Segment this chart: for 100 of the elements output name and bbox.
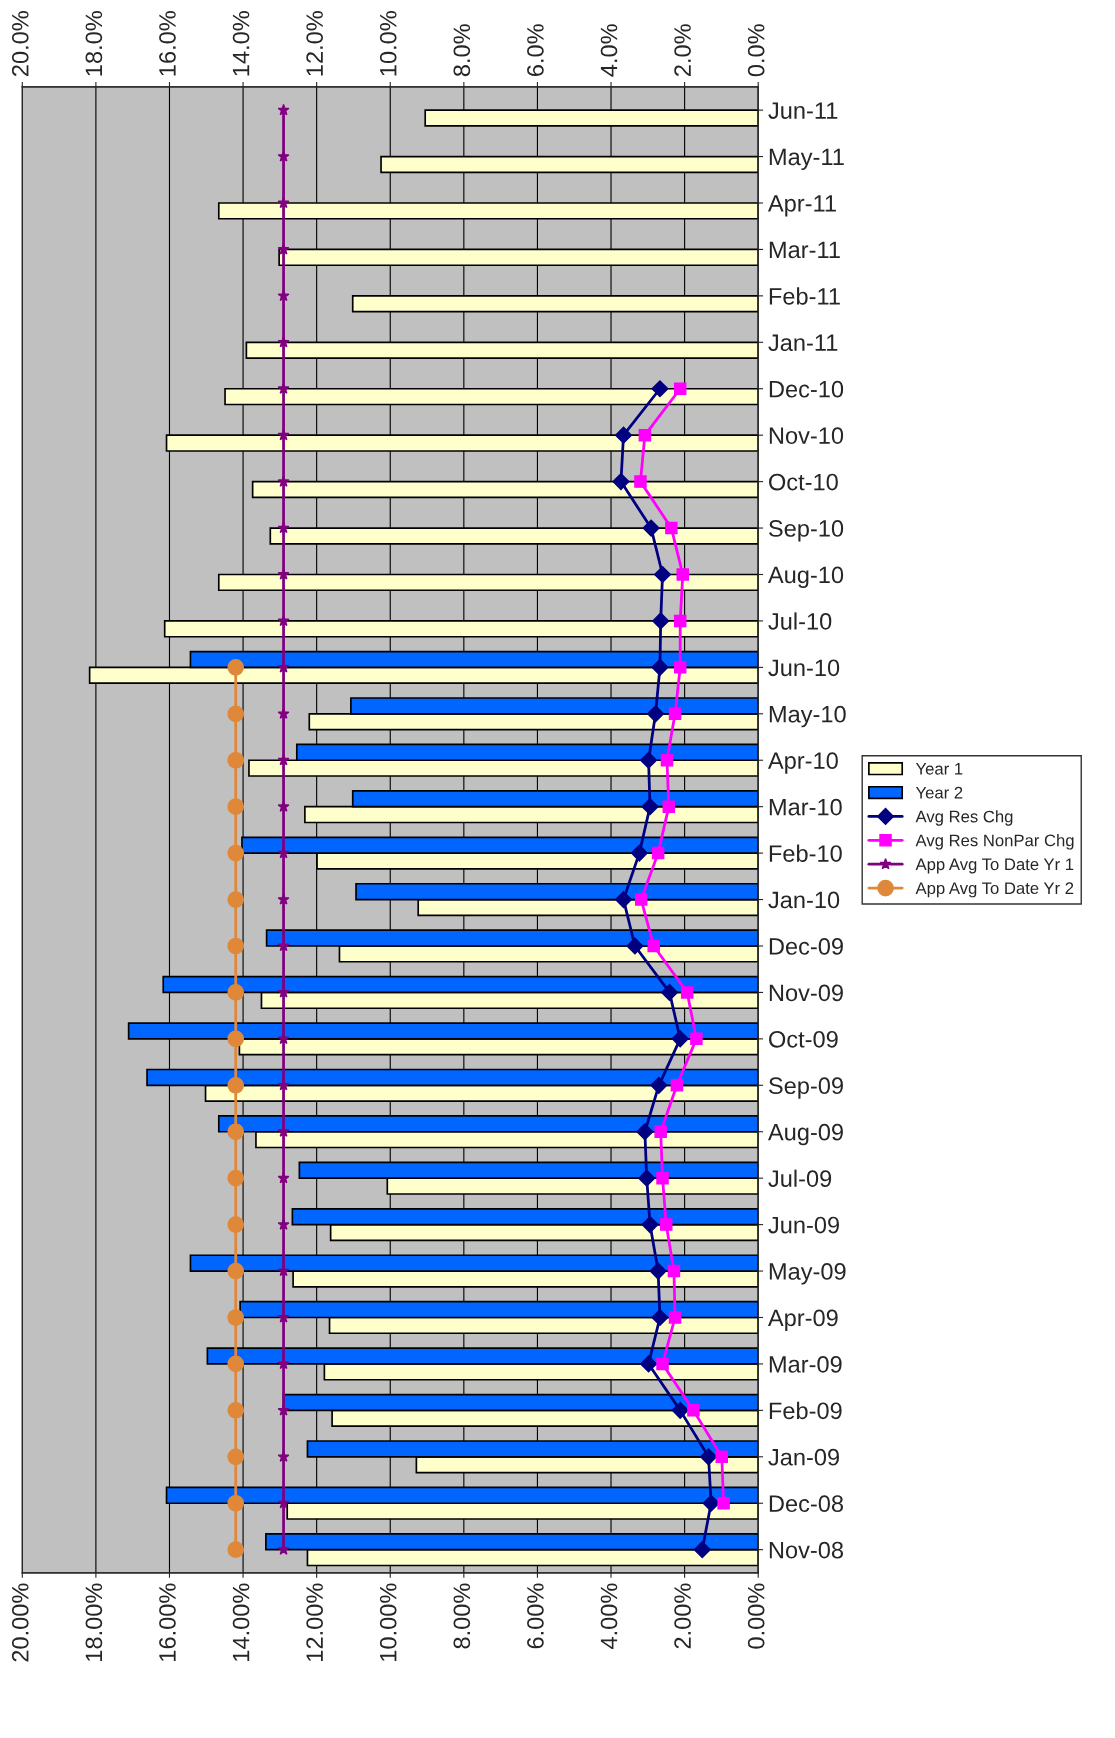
point <box>227 1262 245 1280</box>
point <box>227 705 245 723</box>
point <box>717 1496 730 1510</box>
point <box>227 1355 245 1373</box>
point <box>702 1494 720 1512</box>
point <box>651 846 665 860</box>
x-tick-label: 14.00% <box>232 1583 250 1661</box>
point <box>656 1357 669 1371</box>
point <box>687 1404 700 1417</box>
point <box>277 893 290 905</box>
point <box>277 243 290 255</box>
x2-tick-label: 12.0% <box>306 11 323 76</box>
point <box>277 568 290 580</box>
point <box>642 519 660 537</box>
point <box>227 1216 245 1233</box>
point <box>647 939 660 953</box>
point <box>673 382 687 395</box>
x2-tick-label: 20.0% <box>11 11 29 76</box>
point <box>671 1401 689 1419</box>
point <box>277 1125 290 1137</box>
point <box>660 753 674 767</box>
y-tick-label: Jan-10 <box>768 891 840 909</box>
point <box>277 1218 290 1230</box>
point <box>665 521 678 535</box>
point <box>660 983 679 1001</box>
y-tick-label: Mar-10 <box>769 798 842 816</box>
point <box>227 1541 245 1559</box>
legend-label: App Avg To Date Yr 1 <box>915 858 1074 874</box>
point <box>662 800 676 813</box>
point <box>668 1311 682 1324</box>
y-tick-label: Jun-09 <box>768 1216 839 1234</box>
point <box>277 1543 290 1555</box>
y-tick-label: Dec-10 <box>769 380 844 398</box>
x2-tick-label: 2.0% <box>674 24 691 76</box>
point <box>277 707 290 719</box>
y-tick-label: Feb-11 <box>769 287 840 305</box>
point <box>667 1264 681 1278</box>
point <box>227 937 245 955</box>
point <box>277 1404 290 1416</box>
x-tick-label: 4.00% <box>600 1583 618 1650</box>
point <box>654 1125 667 1138</box>
y-tick-label: Apr-10 <box>767 752 838 774</box>
point <box>277 150 290 162</box>
point <box>653 565 672 584</box>
y-tick-label: Dec-08 <box>769 1495 844 1513</box>
x-tick-label: 10.00% <box>379 1583 397 1661</box>
point <box>277 800 290 812</box>
point <box>670 1079 684 1092</box>
point <box>626 937 644 955</box>
point <box>680 986 694 999</box>
point <box>690 1032 703 1046</box>
x2-tick-label: 10.0% <box>379 11 397 76</box>
x-tick-label: 6.00% <box>527 1583 544 1649</box>
y-tick-label: May-10 <box>769 705 846 728</box>
point <box>650 1076 668 1094</box>
point <box>630 844 648 862</box>
y-tick-label: Aug-09 <box>767 1123 843 1146</box>
point <box>639 751 658 769</box>
point <box>652 612 670 630</box>
y-tick-label: Feb-09 <box>769 1401 842 1420</box>
point <box>227 1030 245 1048</box>
y-tick-label: Feb-10 <box>769 844 842 862</box>
point <box>227 798 245 816</box>
point <box>277 661 290 673</box>
point <box>651 1308 669 1327</box>
point <box>227 984 245 1001</box>
point <box>227 659 245 676</box>
y-tick-label: Mar-11 <box>769 241 840 259</box>
point <box>651 658 669 676</box>
point <box>656 1171 669 1185</box>
x2-tick-label: 8.0% <box>453 24 471 77</box>
y-tick-label: Nov-08 <box>769 1541 844 1559</box>
point <box>638 1169 656 1187</box>
point <box>277 382 290 394</box>
point <box>227 751 245 769</box>
legend-label: Avg Res NonPar Chg <box>915 834 1074 850</box>
y-tick-label: May-09 <box>769 1263 846 1285</box>
y-tick-label: Dec-09 <box>769 938 843 955</box>
y-tick-label: Jul-10 <box>768 612 832 630</box>
y-tick-label: Oct-09 <box>769 1030 838 1048</box>
point <box>227 1309 245 1326</box>
point <box>639 1355 658 1373</box>
x-tick-label: 2.00% <box>674 1583 691 1649</box>
point <box>227 891 245 908</box>
point <box>715 1450 729 1464</box>
x2-tick-label: 6.0% <box>527 24 544 76</box>
y-tick-label: Aug-10 <box>767 566 844 588</box>
x-tick-label: 16.00% <box>159 1583 176 1661</box>
point <box>634 475 647 488</box>
point <box>277 1311 290 1323</box>
point <box>277 336 290 348</box>
y-tick-label: Nov-10 <box>769 427 844 444</box>
point <box>671 1030 689 1048</box>
point <box>659 1218 673 1231</box>
y-tick-label: Sep-10 <box>769 520 844 542</box>
legend-label: Year 1 <box>915 763 963 775</box>
point <box>277 986 290 998</box>
point <box>227 844 245 862</box>
y-tick-label: Sep-09 <box>769 1077 843 1099</box>
y-tick-label: Jun-10 <box>768 659 840 677</box>
